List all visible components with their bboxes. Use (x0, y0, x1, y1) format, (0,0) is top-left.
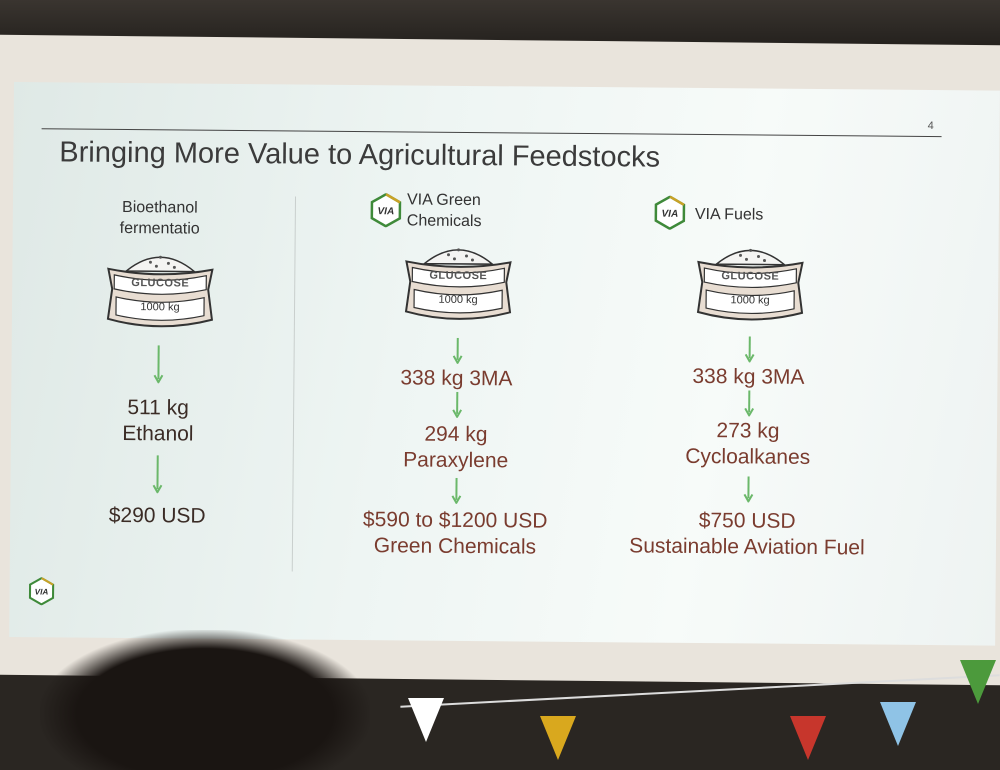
slide-title: Bringing More Value to Agricultural Feed… (59, 136, 660, 174)
heading-line: Chemicals (407, 210, 507, 232)
down-arrow-icon (153, 345, 163, 383)
via-logo-icon: VIA (653, 196, 687, 230)
glucose-sack: GLUCOSE 1000 kg (104, 245, 217, 340)
value-line: 273 kg (663, 418, 833, 445)
green-chemicals-value: $590 to $1200 USD Green Chemicals (340, 507, 570, 561)
cycloalkanes-output: 273 kg Cycloalkanes (663, 418, 833, 471)
value-line: Green Chemicals (340, 533, 570, 561)
sack-icon (104, 245, 217, 340)
down-arrow-icon (453, 338, 463, 364)
heading-line: fermentatio (105, 218, 215, 240)
ethanol-output: 511 kg Ethanol (93, 395, 223, 448)
aviation-fuel-value: $750 USD Sustainable Aviation Fuel (622, 507, 872, 561)
value-line: Sustainable Aviation Fuel (622, 533, 872, 561)
value-line: Cycloalkanes (663, 444, 833, 471)
column-divider (292, 196, 296, 571)
value-line: $590 to $1200 USD (340, 507, 570, 535)
ethanol-value: $290 USD (92, 503, 222, 530)
down-arrow-icon (451, 478, 461, 504)
column-heading-bioethanol: Bioethanol fermentatio (105, 197, 215, 240)
glucose-sack: GLUCOSE 1000 kg (694, 238, 807, 333)
svg-text:VIA: VIA (377, 206, 394, 217)
paraxylene-output: 294 kg Paraxylene (371, 421, 541, 474)
sack-label: GLUCOSE (104, 277, 216, 290)
down-arrow-icon (744, 390, 754, 416)
flag (408, 698, 444, 742)
3ma-output: 338 kg 3MA (663, 364, 833, 391)
sack-amount: 1000 kg (694, 294, 806, 307)
audience-head (40, 630, 370, 770)
value-line: 294 kg (371, 421, 541, 448)
svg-text:VIA: VIA (661, 209, 678, 220)
sack-label: GLUCOSE (694, 270, 806, 283)
sack-amount: 1000 kg (402, 293, 514, 306)
presentation-slide: 4 Bringing More Value to Agricultural Fe… (9, 82, 1000, 646)
value-line: $750 USD (622, 507, 872, 535)
heading-line: VIA Green (407, 189, 507, 211)
sack-amount: 1000 kg (104, 301, 216, 314)
via-logo-icon: VIA (369, 193, 403, 227)
glucose-sack: GLUCOSE 1000 kg (402, 237, 515, 332)
flag (540, 716, 576, 760)
page-number: 4 (928, 120, 934, 132)
sack-icon (402, 237, 515, 332)
3ma-output: 338 kg 3MA (371, 365, 541, 392)
title-rule (42, 128, 942, 137)
down-arrow-icon (745, 336, 755, 362)
sack-label: GLUCOSE (402, 269, 514, 282)
value-line: Ethanol (93, 421, 223, 448)
sack-icon (694, 238, 807, 333)
value-line: Paraxylene (371, 447, 541, 474)
svg-text:VIA: VIA (35, 587, 49, 596)
down-arrow-icon (152, 455, 162, 493)
flag (790, 716, 826, 760)
heading-line: VIA Fuels (695, 204, 795, 226)
via-footer-logo-icon: VIA (27, 577, 55, 605)
heading-line: Bioethanol (105, 197, 215, 219)
down-arrow-icon (743, 476, 753, 502)
column-heading-green-chemicals: VIA Green Chemicals (407, 189, 507, 232)
value-line: 511 kg (93, 395, 223, 422)
column-heading-via-fuels: VIA Fuels (695, 204, 795, 226)
flag (880, 702, 916, 746)
down-arrow-icon (452, 392, 462, 418)
